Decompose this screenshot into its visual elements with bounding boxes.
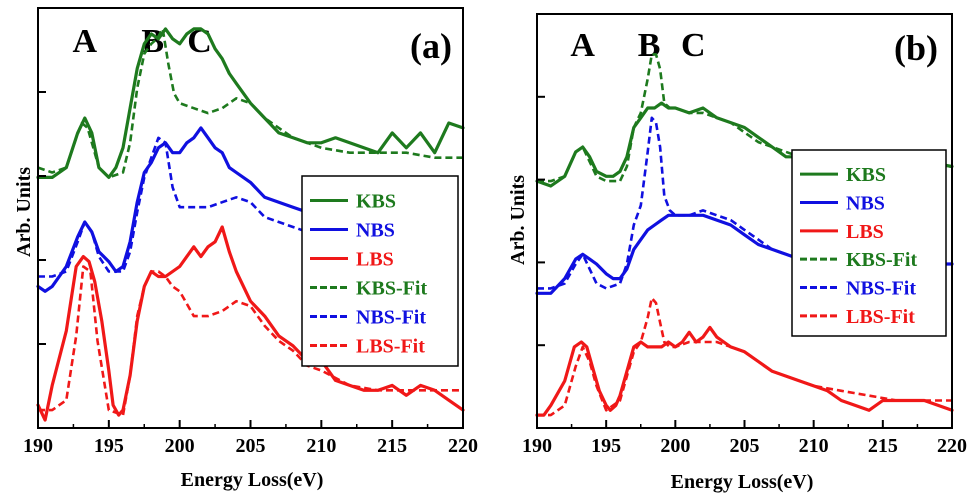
- x-tick-label: 220: [937, 435, 967, 457]
- x-tick-label: 210: [306, 435, 336, 457]
- x-tick-label: 220: [448, 435, 478, 457]
- legend: KBS NBS LBS KBS-Fit NBS-Fit LBS-Fit: [310, 191, 427, 358]
- legend-label: LBS: [846, 221, 884, 243]
- x-tick-label: 190: [23, 435, 53, 457]
- legend-box: [791, 149, 947, 337]
- legend-label: NBS: [356, 220, 395, 242]
- x-tick-label: 195: [94, 435, 124, 457]
- x-tick-label: 215: [868, 435, 898, 457]
- legend-box: [301, 175, 459, 367]
- legend-label: NBS-Fit: [356, 307, 426, 329]
- panel-a: Arb. Units Energy Loss(eV) (a) A B C 190…: [13, 7, 478, 491]
- series-line-lbs-fit: [537, 296, 952, 417]
- x-tick-label: 215: [377, 435, 407, 457]
- panel-label: (a): [410, 26, 452, 66]
- series-line-kbs: [36, 27, 465, 179]
- legend-label: LBS: [356, 249, 394, 271]
- series-line-lbs: [535, 325, 954, 417]
- x-tick-label: 205: [730, 435, 760, 457]
- x-tick-label: 190: [522, 435, 552, 457]
- legend: KBS NBS LBS KBS-Fit NBS-Fit LBS-Fit: [800, 164, 917, 328]
- plot-area: 190 195 200 205 210 215 220: [23, 7, 478, 457]
- legend-label: NBS: [846, 193, 885, 215]
- series-line-lbs-fit: [38, 265, 463, 417]
- x-tick-label: 195: [591, 435, 621, 457]
- panel-label: (b): [894, 28, 938, 68]
- series-line-nbs-fit: [537, 116, 952, 290]
- x-tick-label: 210: [799, 435, 829, 457]
- y-axis-label: Arb. Units: [507, 175, 529, 265]
- y-axis-label: Arb. Units: [13, 167, 35, 257]
- legend-label: NBS-Fit: [846, 278, 916, 300]
- legend-label: KBS-Fit: [846, 249, 917, 271]
- x-axis-label: Energy Loss(eV): [671, 471, 814, 493]
- x-tick-label: 200: [660, 435, 690, 457]
- series-line-kbs-fit: [537, 53, 952, 183]
- legend-label: LBS-Fit: [356, 336, 425, 358]
- peak-label-c: C: [681, 27, 706, 64]
- panel-b: Arb. Units Energy Loss(eV) (b) A B C 190…: [507, 13, 967, 493]
- x-tick-label: 205: [236, 435, 266, 457]
- legend-label: KBS: [356, 191, 396, 213]
- peak-label-a: A: [570, 27, 595, 64]
- peak-label-b: B: [638, 27, 661, 64]
- peak-label-a: A: [72, 23, 97, 60]
- legend-label: LBS-Fit: [846, 306, 915, 328]
- series-line-kbs-fit: [37, 27, 463, 179]
- series-line-nbs-fit: [38, 136, 322, 278]
- x-tick-label: 200: [165, 435, 195, 457]
- legend-label: KBS-Fit: [356, 278, 427, 300]
- legend-label: KBS: [846, 164, 886, 186]
- series-line-lbs: [36, 225, 465, 422]
- x-axis-label: Energy Loss(eV): [181, 469, 324, 491]
